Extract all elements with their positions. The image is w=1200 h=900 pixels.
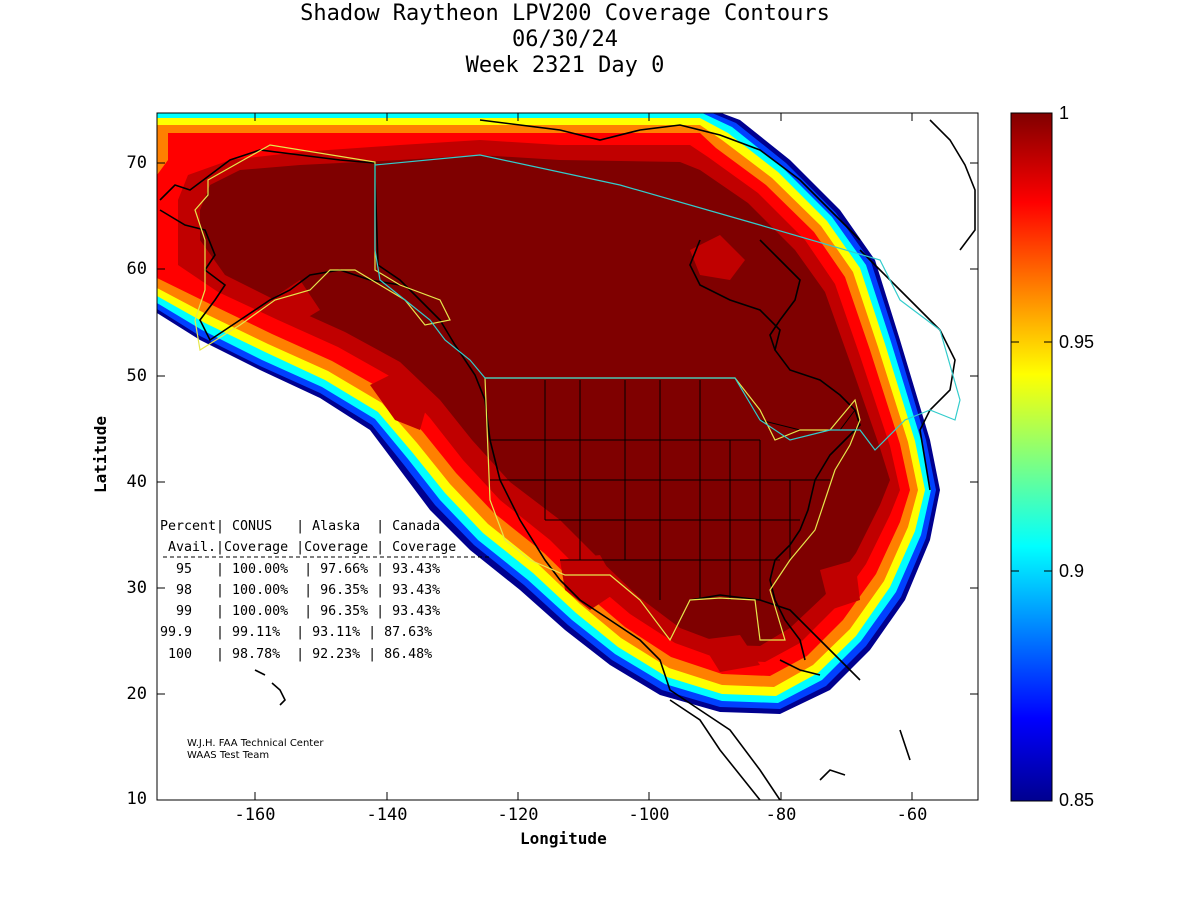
table-row: 95 | 100.00% | 97.66% | 93.43%: [160, 561, 441, 577]
y-axis-label: Latitude: [91, 415, 111, 494]
coverage-stats-table: Percent| CONUS | Alaska | Canada Avail.|…: [160, 516, 456, 665]
y-tick-label: 30: [126, 578, 147, 598]
credit-block: W.J.H. FAA Technical Center WAAS Test Te…: [187, 738, 323, 762]
chart-title: Shadow Raytheon LPV200 Coverage Contours: [300, 1, 830, 26]
y-tick-label: 10: [126, 789, 147, 809]
colorbar-tick-label: 0.85: [1059, 790, 1095, 810]
colorbar-tick-label: 0.9: [1059, 561, 1085, 581]
table-row: 98 | 100.00% | 96.35% | 93.43%: [160, 582, 441, 598]
table-row: 99.9 | 99.11% | 93.11% | 87.63%: [160, 625, 433, 641]
alaska-service-boundary: [194, 144, 451, 351]
chart-date: 06/30/24: [512, 27, 618, 52]
table-header: Percent| CONUS | Alaska | Canada: [160, 519, 441, 534]
table-row: 100 | 98.78% | 92.23% | 86.48%: [160, 646, 433, 662]
x-tick-label: -60: [896, 805, 928, 825]
colorbar-tick-label: 0.95: [1059, 332, 1095, 352]
y-tick-label: 20: [126, 684, 147, 704]
canada-service-boundary: [374, 154, 961, 451]
colorbar-ticks: [1011, 341, 1052, 572]
x-tick-label: -100: [628, 805, 670, 825]
y-tick-label: 50: [126, 366, 147, 386]
credit-line: W.J.H. FAA Technical Center: [187, 738, 324, 749]
y-tick-label: 40: [126, 472, 147, 492]
y-tick-label: 60: [126, 259, 147, 279]
conus-service-boundary: [484, 377, 861, 642]
y-tick-label: 70: [126, 153, 147, 173]
table-header: Avail.|Coverage |Coverage | Coverage: [160, 540, 457, 556]
table-row: 99 | 100.00% | 96.35% | 93.43%: [160, 604, 441, 620]
colorbar: [1010, 112, 1053, 802]
chart-week-day: Week 2321 Day 0: [465, 53, 665, 78]
coverage-contours: [157, 113, 940, 714]
x-tick-label: -140: [366, 805, 408, 825]
credit-line: WAAS Test Team: [187, 750, 270, 761]
x-axis-label: Longitude: [520, 829, 607, 848]
x-tick-label: -120: [497, 805, 539, 825]
x-tick-label: -160: [234, 805, 276, 825]
x-tick-label: -80: [765, 805, 797, 825]
plot-frame: [156, 112, 979, 801]
colorbar-tick-label: 1: [1059, 103, 1070, 123]
